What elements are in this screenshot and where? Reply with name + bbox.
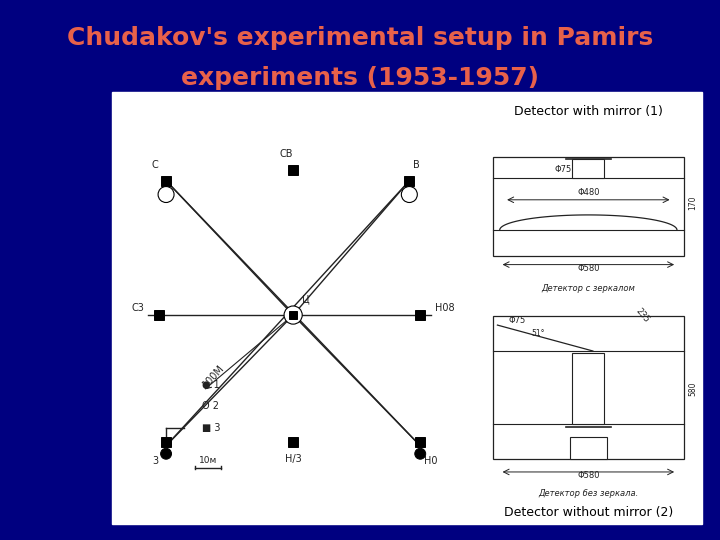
Text: C: C [152,160,158,170]
Text: 10м: 10м [199,456,217,465]
Circle shape [415,448,426,459]
Bar [161,176,171,186]
Circle shape [284,306,302,324]
Bar [415,310,426,320]
Circle shape [401,186,418,202]
Bar [572,353,604,424]
Text: experiments (1953-1957): experiments (1953-1957) [181,66,539,90]
Text: Φ480: Φ480 [577,188,600,198]
Bar [153,310,164,320]
Text: Φ580: Φ580 [577,471,600,481]
Bar [415,437,426,447]
Text: ● 1: ● 1 [202,380,220,390]
Text: CB: CB [279,149,292,159]
Bar [570,437,606,459]
Text: 235: 235 [634,307,651,325]
Bar [289,311,297,319]
Text: H08: H08 [435,303,454,313]
Bar [404,176,415,186]
Text: Detector with mirror (1): Detector with mirror (1) [514,105,663,118]
Text: 170: 170 [688,196,698,211]
Text: Детектор без зеркала.: Детектор без зеркала. [539,489,639,498]
Text: H/3: H/3 [285,454,302,464]
Text: 100M: 100M [201,363,226,390]
Text: 51°: 51° [531,329,545,338]
Text: O 2: O 2 [202,401,220,411]
Bar [493,157,684,256]
Text: Ц: Ц [302,294,310,305]
Text: B: B [413,160,420,170]
Bar [288,165,298,175]
Circle shape [158,186,174,202]
Text: 580: 580 [688,382,698,396]
Bar [493,316,684,459]
Text: 3: 3 [152,456,158,466]
Text: Детектор с зеркалом: Детектор с зеркалом [541,284,635,293]
Bar [112,92,702,524]
Text: Φ75: Φ75 [509,316,526,325]
Text: C3: C3 [132,303,144,313]
Bar [572,159,604,178]
Bar [161,437,171,447]
Bar [288,437,298,447]
Text: Φ75: Φ75 [554,165,572,174]
Text: Detector without mirror (2): Detector without mirror (2) [504,507,673,519]
Text: Φ580: Φ580 [577,264,600,273]
Text: ■ 3: ■ 3 [202,423,221,433]
Circle shape [161,448,171,459]
Text: H0: H0 [424,456,438,466]
Text: Chudakov's experimental setup in Pamirs: Chudakov's experimental setup in Pamirs [67,26,653,50]
